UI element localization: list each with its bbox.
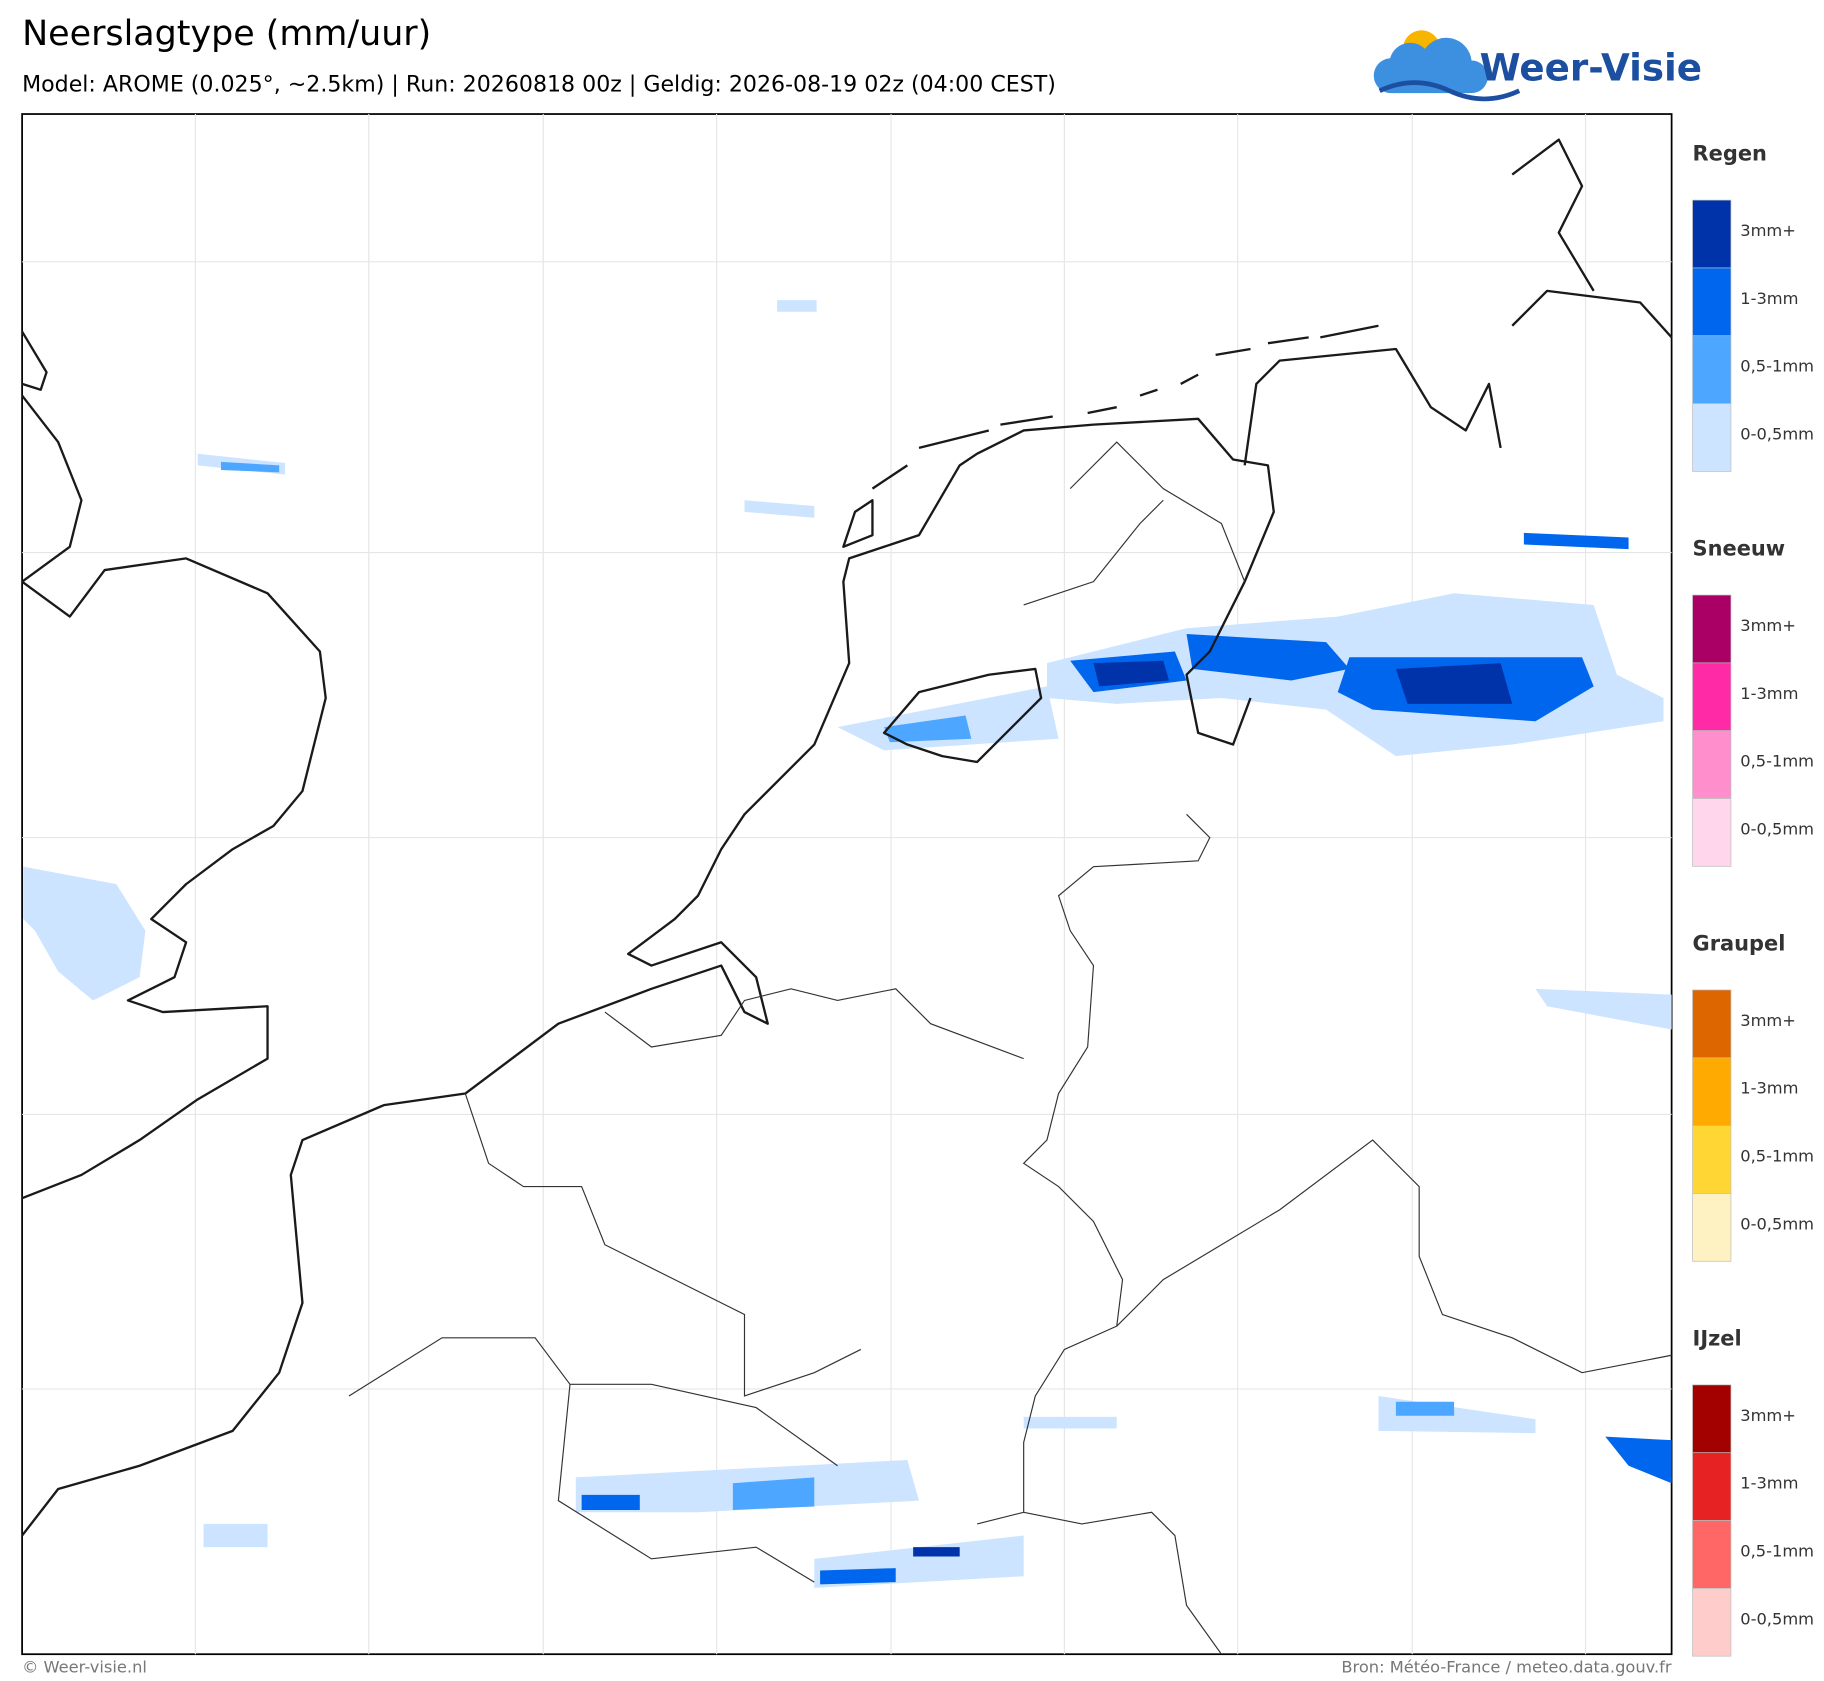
title: Neerslagtype (mm/uur)	[22, 14, 431, 54]
legend-swatch	[1692, 1588, 1732, 1657]
legend-label: 1-3mm	[1740, 1079, 1798, 1098]
legend-group-title: Regen	[1693, 142, 1767, 166]
legend-label: 0,5-1mm	[1740, 1541, 1814, 1560]
map	[21, 113, 1673, 1656]
legend-swatch	[1692, 1520, 1732, 1589]
legend-label: 0-0,5mm	[1740, 424, 1814, 443]
footer-right: Bron: Météo-France / meteo.data.gouv.fr	[1341, 1658, 1672, 1677]
legend-swatch	[1692, 1057, 1732, 1126]
legend-swatch	[1692, 989, 1732, 1059]
legend-swatch	[1692, 403, 1732, 472]
legend-swatch	[1692, 594, 1732, 664]
legend-swatch	[1692, 267, 1732, 337]
legend-label: 1-3mm	[1740, 289, 1798, 308]
legend-group-title: Graupel	[1693, 932, 1786, 956]
legend-swatch	[1692, 335, 1732, 404]
legend-swatch	[1692, 730, 1732, 799]
legend-label: 0,5-1mm	[1740, 357, 1814, 376]
legend-swatch	[1692, 662, 1732, 732]
legend-swatch	[1692, 1125, 1732, 1194]
coastlines	[21, 138, 1673, 1537]
legend-label: 3mm+	[1740, 1406, 1796, 1425]
legend-group-title: IJzel	[1693, 1327, 1742, 1351]
legend-label: 0-0,5mm	[1740, 1214, 1814, 1233]
legend-swatch	[1692, 1384, 1732, 1454]
legend-label: 0,5-1mm	[1740, 752, 1814, 771]
legend-label: 3mm+	[1740, 1011, 1796, 1030]
subtitle: Model: AROME (0.025°, ~2.5km) | Run: 202…	[22, 71, 1056, 97]
borders	[348, 441, 1672, 1655]
legend-label: 3mm+	[1740, 616, 1796, 635]
legend-swatch	[1692, 199, 1732, 269]
legend-group-title: Sneeuw	[1693, 537, 1786, 561]
legend: Regen 3mm+ 1-3mm 0,5-1mm 0-0,5mm Sneeuw 3mm+ 1-…	[1692, 142, 1814, 1657]
logo: Weer-Visie	[1373, 30, 1702, 102]
legend-swatch	[1692, 1193, 1732, 1262]
legend-label: 0,5-1mm	[1740, 1147, 1814, 1166]
legend-label: 1-3mm	[1740, 684, 1798, 703]
legend-label: 0-0,5mm	[1740, 1609, 1814, 1628]
legend-swatch	[1692, 1452, 1732, 1521]
graticule	[22, 114, 1672, 1655]
legend-label: 0-0,5mm	[1740, 819, 1814, 838]
logo-text: Weer-Visie	[1480, 45, 1702, 89]
legend-label: 3mm+	[1740, 221, 1796, 240]
footer-left: © Weer-visie.nl	[22, 1658, 147, 1677]
precipitation	[23, 300, 1672, 1588]
legend-swatch	[1692, 798, 1732, 867]
legend-label: 1-3mm	[1740, 1474, 1798, 1493]
